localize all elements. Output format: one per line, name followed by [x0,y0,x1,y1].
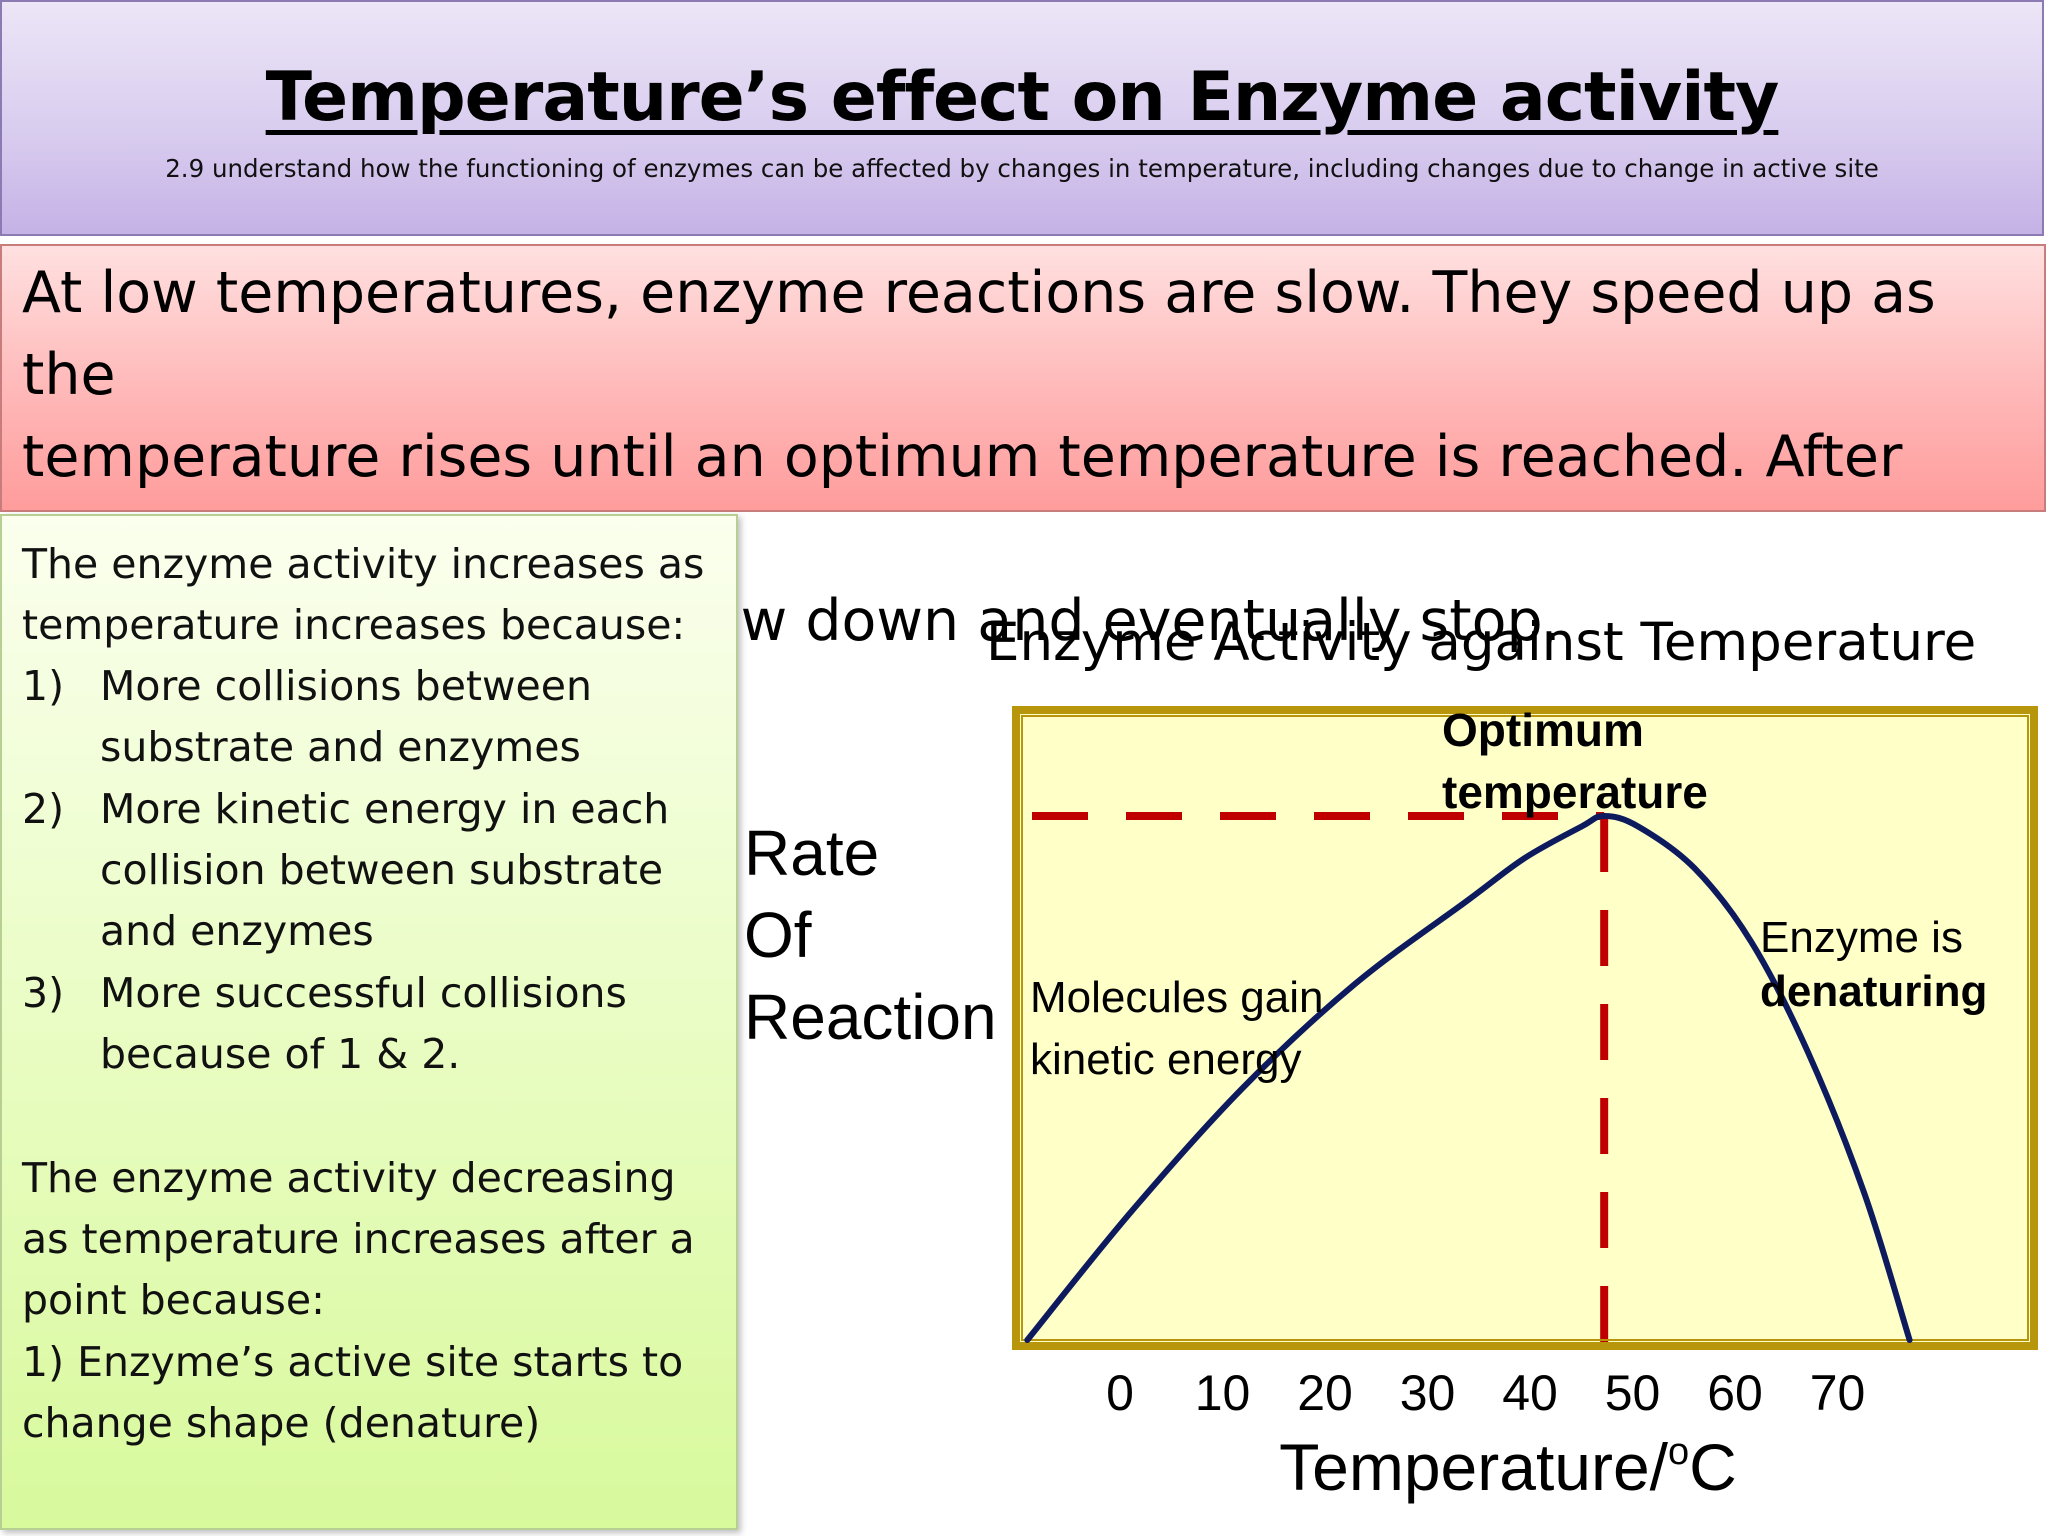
increase-intro-line: The enzyme activity increases as [22,540,705,588]
x-tick-layer: 0 10 20 30 40 50 60 70 [1106,1365,1865,1421]
rising-annotation: kinetic energy [1030,1035,1301,1084]
decrease-intro-line: point because: [22,1276,325,1324]
list-item: 1) More collisions between substrate and… [22,656,722,771]
x-axis-label: Temperature/oC [1279,1430,1737,1504]
optimum-guides [1032,812,1609,1346]
decrease-intro-line: as temperature increases after a [22,1215,695,1263]
title-banner: Temperature’s effect on Enzyme activity … [0,0,2044,236]
explanation-box: The enzyme activity increases as tempera… [0,514,738,1530]
y-axis-label-line: Reaction [744,981,997,1053]
x-tick-label: 70 [1810,1365,1866,1421]
denaturing-annotation: Enzyme is [1760,913,1963,962]
decrease-point-line: change shape (denature) [22,1399,541,1447]
x-tick-label: 10 [1195,1365,1251,1421]
page-title: Temperature’s effect on Enzyme activity [265,58,1780,137]
list-item-line: More kinetic energy in each [100,785,670,833]
list-item-text: More kinetic energy in each collision be… [100,779,669,962]
x-tick-label: 30 [1400,1365,1456,1421]
x-tick-label: 40 [1502,1365,1558,1421]
plot-frame [1021,715,2029,1341]
x-tick-label: 50 [1605,1365,1661,1421]
chart-title: Enzyme Activity against Temperature [986,612,1977,673]
series-line [1024,812,1913,1343]
series-layer [1021,715,2029,1343]
rising-annotation: Molecules gain [1030,973,1324,1022]
list-item-line: and enzymes [100,907,374,955]
list-item-line: substrate and enzymes [100,723,581,771]
list-item-number: 2) [22,785,65,833]
y-axis-label: Rate Of Reaction [744,812,1014,1058]
x-axis-label-sup: o [1668,1431,1689,1473]
x-axis-label-main: Temperature/ [1279,1430,1669,1504]
list-item-line: More collisions between [100,662,592,710]
annotation-layer: Optimum temperature Molecules gain kinetic … [1030,704,1987,1084]
list-item-line: More successful collisions [100,969,627,1017]
list-item: 2) More kinetic energy in each collision… [22,779,722,955]
learning-objective: 2.9 understand how the functioning of en… [165,154,1879,183]
y-axis-label-line: Rate [744,817,880,889]
summary-line: At low temperatures, enzyme reactions ar… [22,260,1936,408]
decrease-intro-line: The enzyme activity decreasing [22,1154,676,1202]
decrease-intro: The enzyme activity decreasing as temper… [22,1148,695,1331]
optimum-label: temperature [1442,766,1708,818]
increase-intro: The enzyme activity increases as tempera… [22,534,704,656]
y-axis-label-line: Of [744,899,812,971]
decrease-point: 1) Enzyme’s active site starts to change… [22,1332,683,1454]
list-item-line: collision between substrate [100,846,664,894]
x-tick-label: 0 [1106,1365,1134,1421]
x-tick-label: 60 [1707,1365,1763,1421]
denaturing-annotation: denaturing [1760,967,1987,1016]
list-item-number: 1) [22,662,65,710]
increase-intro-line: temperature increases because: [22,601,686,649]
list-item-text: More successful collisions because of 1 … [100,963,627,1085]
optimum-label: Optimum [1442,704,1644,756]
list-item-number: 3) [22,969,65,1017]
decrease-point-line: 1) Enzyme’s active site starts to [22,1338,684,1386]
x-tick-label: 20 [1297,1365,1353,1421]
summary-box: At low temperatures, enzyme reactions ar… [0,244,2046,654]
list-item-line: because of 1 & 2. [100,1030,461,1078]
x-axis-label-unit: C [1689,1430,1737,1504]
list-item-text: More collisions between substrate and en… [100,656,592,778]
list-item: 3) More successful collisions because of… [22,963,722,1078]
summary-text: At low temperatures, enzyme reactions ar… [22,252,2022,662]
